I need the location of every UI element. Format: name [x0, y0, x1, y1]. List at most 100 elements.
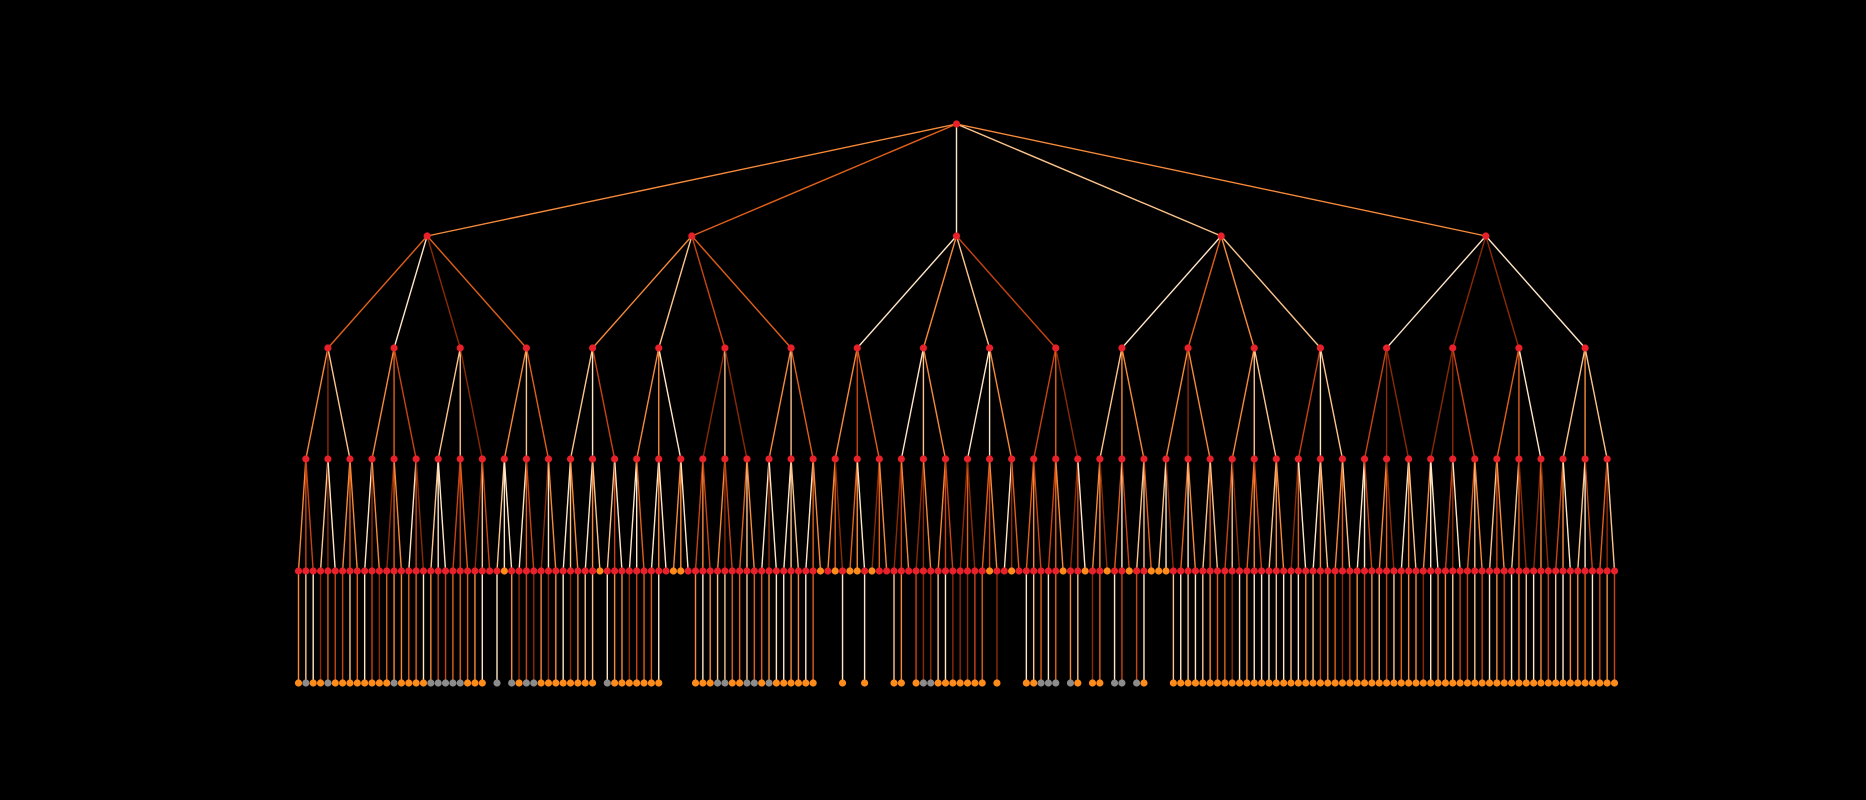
tree-node-l5: [398, 567, 405, 574]
tree-edge: [1365, 348, 1387, 459]
tree-leaf: [1045, 679, 1052, 686]
tree-leaf: [574, 679, 581, 686]
tree-edge: [1221, 236, 1320, 348]
tree-edge: [1342, 459, 1349, 571]
tree-edge: [872, 459, 879, 571]
tree-edge: [460, 348, 482, 459]
tree-edge: [1585, 459, 1592, 571]
tree-leaf: [420, 679, 427, 686]
tree-node: [1482, 232, 1489, 239]
tree-leaf: [457, 679, 464, 686]
tree-node-l5: [817, 567, 824, 574]
tree-node-l5: [1008, 567, 1015, 574]
tree-node: [1449, 455, 1456, 462]
tree-edge: [718, 459, 725, 571]
tree-leaf: [1170, 679, 1177, 686]
tree-node-l5: [1589, 567, 1596, 574]
tree-edge: [1563, 459, 1570, 571]
tree-node-l5: [560, 567, 567, 574]
tree-edge: [1445, 459, 1452, 571]
tree-edge: [957, 124, 1486, 236]
tree-node-l5: [707, 567, 714, 574]
tree-node: [1229, 455, 1236, 462]
tree-node-l5: [1162, 567, 1169, 574]
tree-node: [1559, 455, 1566, 462]
tree-leaf: [479, 679, 486, 686]
tree-node: [1251, 344, 1258, 351]
tree-node-l5: [618, 567, 625, 574]
tree-node-l5: [1074, 567, 1081, 574]
tree-node-l5: [714, 567, 721, 574]
tree-node: [1052, 344, 1059, 351]
tree-leaf: [633, 679, 640, 686]
tree-edge: [1078, 459, 1085, 571]
tree-edge: [791, 459, 798, 571]
tree-node-l5: [1104, 567, 1111, 574]
tree-node-l5: [383, 567, 390, 574]
tree-node: [920, 455, 927, 462]
tree-node: [1184, 455, 1191, 462]
tree-node-l5: [1537, 567, 1544, 574]
tree-edge: [1093, 459, 1100, 571]
tree-node-l5: [692, 567, 699, 574]
tree-node-l5: [1060, 567, 1067, 574]
tree-node: [986, 344, 993, 351]
tree-node-l5: [912, 567, 919, 574]
tree-node: [765, 455, 772, 462]
tree-edge: [725, 348, 747, 459]
tree-edge: [791, 348, 813, 459]
tree-node-l5: [1604, 567, 1611, 574]
tree-leaf: [1243, 679, 1250, 686]
tree-node: [1184, 344, 1191, 351]
tree-leaf: [317, 679, 324, 686]
tree-node-l5: [1611, 567, 1618, 574]
tree-edge: [1232, 348, 1254, 459]
tree-node-l5: [1523, 567, 1530, 574]
tree-node-l5: [1118, 567, 1125, 574]
tree-leaf: [1265, 679, 1272, 686]
tree-node-l5: [1383, 567, 1390, 574]
tree-leaf: [1184, 679, 1191, 686]
tree-node-l5: [1126, 567, 1133, 574]
tree-edge: [769, 348, 791, 459]
tree-node: [589, 455, 596, 462]
tree-node-l5: [324, 567, 331, 574]
tree-node-l5: [493, 567, 500, 574]
tree-edge: [1203, 459, 1210, 571]
tree-node: [953, 232, 960, 239]
tree-leaf: [1552, 679, 1559, 686]
tree-leaf: [302, 679, 309, 686]
tree-node-l5: [795, 567, 802, 574]
tree-node-l5: [582, 567, 589, 574]
tree-node-l5: [1405, 567, 1412, 574]
tree-leaf: [1376, 679, 1383, 686]
tree-node-l5: [626, 567, 633, 574]
tree-edge: [1387, 348, 1409, 459]
tree-edge: [321, 459, 328, 571]
tree-node-l5: [949, 567, 956, 574]
tree-edge: [673, 459, 680, 571]
tree-node-l5: [942, 567, 949, 574]
tree-leaf: [743, 679, 750, 686]
tree-leaf: [1611, 679, 1618, 686]
tree-leaf: [1280, 679, 1287, 686]
tree-node-l5: [574, 567, 581, 574]
tree-edge: [593, 348, 615, 459]
tree-edge: [1453, 459, 1460, 571]
tree-leaf: [993, 679, 1000, 686]
tree-leaf: [1493, 679, 1500, 686]
tree-edge: [519, 459, 526, 571]
tree-node-l5: [567, 567, 574, 574]
tree-edge: [1298, 348, 1320, 459]
tree-edge: [957, 236, 1056, 348]
tree-node: [501, 455, 508, 462]
tree-leaf: [971, 679, 978, 686]
tree-node-l5: [1184, 567, 1191, 574]
tree-edge: [526, 459, 533, 571]
tree-node: [424, 232, 431, 239]
tree-leaf: [1383, 679, 1390, 686]
tree-edge: [1291, 459, 1298, 571]
tree-leaf: [1574, 679, 1581, 686]
tree-node-l5: [339, 567, 346, 574]
tree-leaf: [707, 679, 714, 686]
